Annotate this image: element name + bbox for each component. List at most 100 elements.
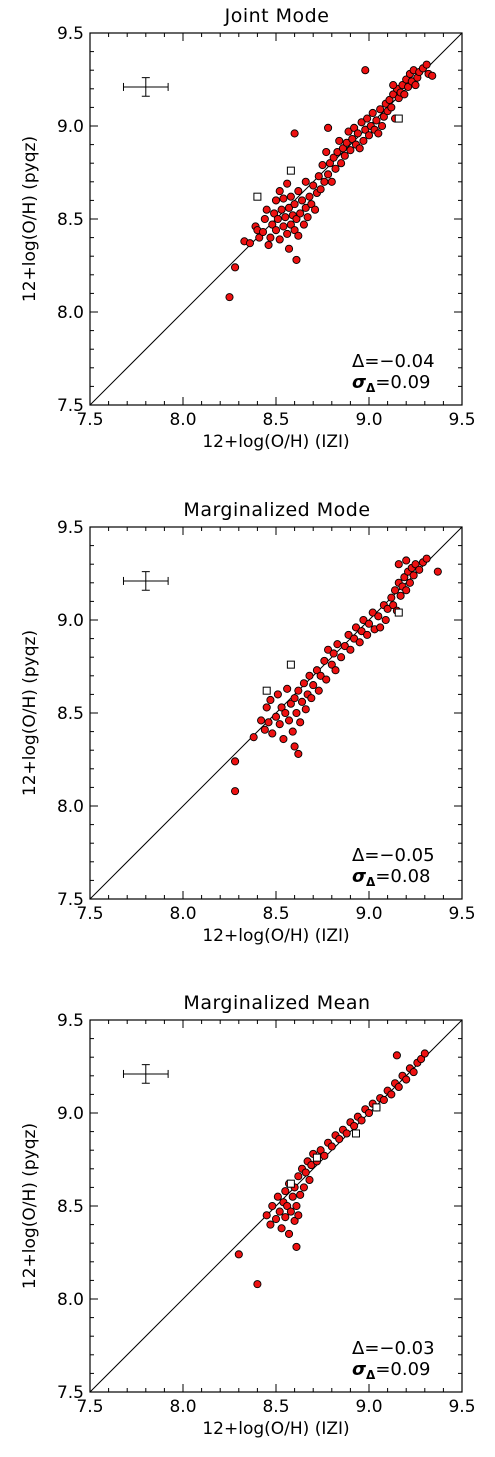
y-tick-label: 9.5	[57, 24, 84, 44]
data-point-circle	[281, 1187, 290, 1196]
x-tick-label: 8.0	[169, 410, 196, 430]
stat-sigma-subscript: Δ	[366, 381, 376, 395]
data-point-circle	[268, 1201, 277, 1211]
data-point-circle	[402, 556, 411, 565]
data-point-circle	[249, 733, 258, 742]
data-point-circle	[420, 1049, 429, 1058]
y-tick-label: 8.5	[57, 1197, 84, 1217]
data-point-circle	[377, 121, 387, 131]
data-point-circle	[394, 560, 403, 569]
data-point-circle	[266, 233, 275, 242]
data-point-circle	[286, 1207, 295, 1216]
stat-sigma-subscript: Δ	[366, 875, 376, 889]
data-point-circle	[305, 671, 314, 680]
stat-sigma-symbol: σ	[352, 1359, 367, 1380]
x-tick-label: 8.5	[262, 410, 289, 430]
data-point-circle	[422, 554, 431, 563]
data-point-circle	[292, 1242, 301, 1251]
data-point-circle	[290, 200, 299, 209]
data-point-circle	[260, 725, 269, 734]
data-point-circle	[363, 114, 372, 123]
data-point-circle	[353, 129, 362, 138]
data-point-circle	[286, 699, 295, 708]
data-point-circle	[335, 136, 344, 145]
data-point-circle	[389, 90, 398, 99]
data-point-circle	[262, 703, 271, 712]
data-point-circle	[297, 697, 307, 706]
data-point-circle	[357, 627, 366, 636]
data-point-circle	[277, 703, 286, 712]
panel-title: Marginalized Mean	[183, 992, 370, 1014]
panel-marginalized-mean: Marginalized Mean 7.57.5 8.0 8.0 8.5 8.5 9.0 9…	[20, 992, 476, 1439]
data-point-circle	[333, 640, 342, 649]
data-point-circle	[275, 1207, 284, 1216]
x-tick-label: 8.0	[169, 1397, 196, 1417]
data-point-circle	[294, 1211, 303, 1220]
data-point-circle	[281, 1213, 290, 1222]
data-point-circle	[338, 144, 348, 153]
data-point-circle	[283, 684, 292, 693]
data-point-circle	[355, 144, 364, 153]
data-point-circle	[361, 125, 370, 134]
data-point-circle	[294, 231, 303, 240]
data-point-circle	[402, 1075, 411, 1084]
data-point-circle	[392, 1051, 401, 1060]
x-tick-label: 9.0	[355, 1397, 382, 1417]
data-point-circle	[307, 1161, 316, 1170]
data-point-circle	[387, 593, 396, 602]
stat-sigma-value: =0.09	[375, 372, 430, 393]
data-point-square	[286, 1179, 295, 1188]
data-point-circle	[294, 1172, 303, 1181]
x-axis-label: 12+log(O/H) (IZI)	[202, 926, 349, 946]
data-point-circle	[400, 90, 409, 99]
data-point-circle	[363, 630, 372, 639]
data-point-circle	[283, 1201, 292, 1211]
y-tick-label: 9.0	[57, 117, 84, 137]
panel-joint-mode: Joint Mode 7.57.5 8.0 8.0 8.5 8.5 9.0 9.0 9.5 9.…	[20, 5, 476, 452]
data-point-circle	[344, 127, 353, 136]
data-point-circle	[389, 81, 398, 90]
data-point-circle	[318, 161, 327, 170]
data-point-circle	[372, 116, 381, 125]
data-point-circle	[301, 1168, 310, 1177]
data-point-circle	[281, 213, 290, 222]
data-point-square	[394, 114, 403, 123]
y-tick-label: 9.5	[57, 518, 84, 538]
data-point-circle	[266, 1220, 275, 1229]
data-point-circle	[275, 235, 284, 244]
y-tick-label: 8.5	[57, 210, 84, 230]
data-point-circle	[340, 151, 349, 160]
data-point-circle	[309, 681, 318, 690]
data-point-circle	[264, 718, 273, 727]
data-point-circle	[337, 653, 346, 662]
data-point-circle	[387, 103, 396, 112]
data-point-circle	[379, 112, 388, 121]
data-point-circle	[234, 1250, 243, 1259]
data-point-circle	[359, 136, 368, 145]
data-point-circle	[279, 734, 288, 744]
y-tick-label: 8.5	[57, 704, 84, 724]
data-point-square	[394, 608, 403, 617]
data-point-square	[262, 686, 271, 695]
data-point-circle	[283, 179, 292, 188]
data-point-circle	[275, 720, 284, 729]
data-point-circle	[329, 153, 338, 162]
data-point-circle	[344, 630, 353, 639]
data-point-circle	[294, 187, 303, 196]
data-point-circle	[396, 591, 405, 600]
data-point-circle	[309, 181, 318, 190]
y-tick-label: 9.5	[57, 1011, 84, 1031]
data-point-circle	[368, 108, 377, 118]
data-point-circle	[327, 1142, 336, 1151]
data-point-circle	[357, 118, 366, 127]
data-point-circle	[320, 177, 329, 186]
data-point-circle	[359, 615, 368, 625]
panel-marginalized-mode: Marginalized Mode 7.57.5 8.0 8.0 8.5 8.5 9.0 9…	[20, 499, 476, 946]
x-tick-label: 9.5	[448, 1397, 475, 1417]
x-tick-label: 7.5	[76, 1397, 103, 1417]
data-point-circle	[277, 205, 286, 214]
data-point-circle	[258, 227, 268, 237]
data-point-circle	[379, 1095, 388, 1105]
data-point-circle	[390, 586, 400, 595]
